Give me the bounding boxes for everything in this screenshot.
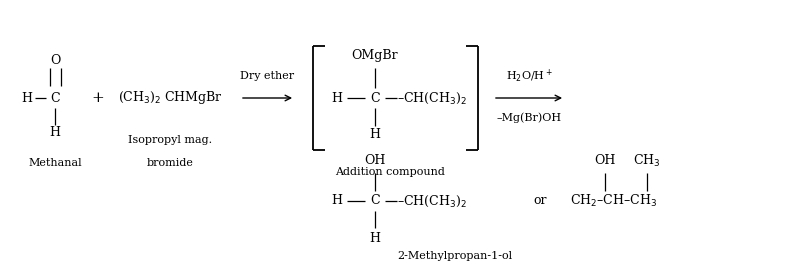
Text: OH: OH [364,155,386,168]
Text: Dry ether: Dry ether [241,71,294,81]
Text: C: C [370,91,380,105]
Text: –CH(CH$_3$)$_2$: –CH(CH$_3$)$_2$ [397,90,467,106]
Text: H: H [21,91,32,105]
Text: or: or [534,194,547,207]
Text: O: O [50,54,60,67]
Text: CH$_2$–CH–CH$_3$: CH$_2$–CH–CH$_3$ [570,193,657,209]
Text: –CH(CH$_3$)$_2$: –CH(CH$_3$)$_2$ [397,193,467,209]
Text: H: H [50,126,61,138]
Text: (CH$_3$)$_2$ CHMgBr: (CH$_3$)$_2$ CHMgBr [118,90,223,106]
Text: OH: OH [594,155,615,168]
Text: H: H [331,194,342,207]
Text: bromide: bromide [146,158,194,168]
Text: Addition compound: Addition compound [335,167,445,177]
Text: H: H [370,127,380,141]
Text: 2-Methylpropan-1-ol: 2-Methylpropan-1-ol [397,251,512,261]
Text: H: H [370,232,380,245]
Text: C: C [370,194,380,207]
Text: Isopropyl mag.: Isopropyl mag. [128,135,212,145]
Text: +: + [91,91,105,105]
Text: CH$_3$: CH$_3$ [634,153,661,169]
Text: Methanal: Methanal [28,158,82,168]
Text: H: H [331,91,342,105]
Text: –Mg(Br)OH: –Mg(Br)OH [497,113,562,123]
Text: H$_2$O/H$^+$: H$_2$O/H$^+$ [505,67,552,84]
Text: OMgBr: OMgBr [352,49,398,63]
Text: C: C [50,91,60,105]
